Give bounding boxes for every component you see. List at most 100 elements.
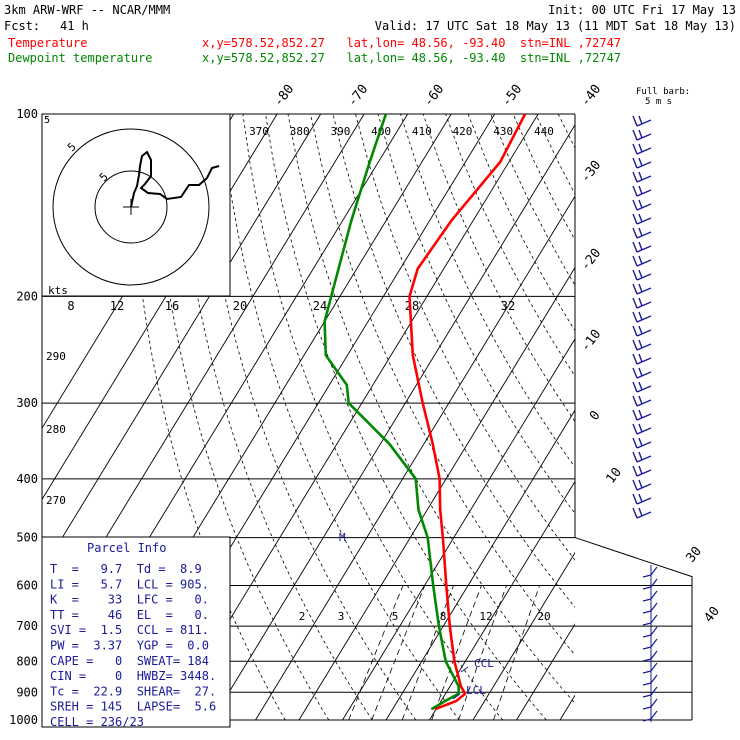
hodograph-kts-label: kts	[48, 284, 68, 297]
pressure-tick-label: 400	[16, 472, 38, 486]
mixing-ratio-tick-label: 12	[479, 610, 492, 623]
mixing-ratio-tick-label: 20	[537, 610, 550, 623]
wind-barb-flag	[638, 325, 643, 335]
wind-barb-flag	[638, 213, 643, 223]
wind-barbs	[632, 115, 658, 722]
theta-tick-label: 410	[412, 125, 432, 138]
wind-barb-flag	[638, 353, 643, 363]
isotherm-line	[255, 195, 575, 720]
wind-barb-flag	[632, 297, 638, 309]
dry-adiabat-line	[287, 114, 575, 704]
hodograph-frame	[41, 113, 231, 297]
wind-barb-shaft	[650, 578, 658, 588]
wind-barb-shaft	[636, 231, 652, 239]
wind-barb-flag	[632, 283, 638, 295]
dry-adiabat-line	[152, 114, 330, 720]
wind-barb-shaft	[636, 497, 652, 505]
parcel-info-row: K = 33 LFC = 0.	[50, 593, 209, 607]
isobars: 100 200 300 400 500 600 700 800 900 1000	[9, 107, 693, 727]
wind-barb-shaft	[636, 133, 652, 141]
pressure-tick-label: 300	[16, 396, 38, 410]
wind-barb-flag	[638, 241, 643, 251]
wind-barb-shaft	[636, 245, 652, 253]
hodograph-speed-tick-label: 24	[313, 299, 327, 313]
wind-barb-flag	[638, 339, 643, 349]
wind-barb-flag	[632, 493, 638, 505]
hodograph: 5 5 5 kts	[41, 113, 231, 297]
wind-barb-shaft	[636, 175, 652, 183]
theta-tick-label: 440	[534, 125, 554, 138]
wind-barb-shaft	[636, 441, 652, 449]
wind-barb-shaft	[636, 217, 652, 225]
wind-barb-shaft	[636, 413, 652, 421]
wind-barb-flag	[638, 185, 643, 195]
wind-barb-flag	[632, 311, 638, 323]
wind-barb-flag	[642, 574, 652, 578]
wind-barb-flag	[638, 409, 643, 419]
wind-barb-flag	[632, 325, 638, 337]
wind-barb-flag	[638, 493, 643, 503]
dry-adiabat-line	[220, 114, 460, 720]
wind-barb-flag	[638, 171, 643, 181]
wind-barb-shaft	[650, 686, 658, 696]
parcel-info-title: Parcel Info	[87, 541, 166, 555]
wind-legend-value: 5 m s	[645, 97, 672, 107]
wind-barb-flag	[638, 157, 643, 167]
pressure-tick-label: 1000	[9, 713, 38, 727]
dry-adiabat-line	[377, 114, 575, 515]
wind-barb-flag	[632, 381, 638, 393]
wind-barb-shaft	[636, 483, 652, 491]
wind-barb-shaft	[636, 357, 652, 365]
level-annotation: LCL	[466, 684, 486, 697]
wind-barb-flag	[632, 171, 638, 183]
mixing-ratio-tick-label: 5	[392, 610, 399, 623]
wind-barb-flag	[642, 586, 652, 590]
parcel-info-row: Tc = 22.9 SHEAR= 27.	[50, 684, 216, 698]
temperature-trace	[408, 114, 527, 711]
isotherm-line	[429, 480, 575, 720]
wind-barb-flag	[638, 507, 643, 517]
parcel-info-row: CAPE = 0 SWEAT= 184	[50, 654, 209, 668]
wind-barb-flag	[638, 227, 643, 237]
wind-barb-flag	[638, 451, 643, 461]
wind-barb-shaft	[650, 650, 658, 660]
wind-barb-shaft	[650, 662, 658, 672]
hodograph-speed-tick-label: 28	[405, 299, 419, 313]
wind-barb-flag	[632, 353, 638, 365]
theta-tick-label: 370	[249, 125, 269, 138]
dry-adiabat-line	[242, 114, 504, 720]
annotation-pointer	[452, 666, 469, 700]
wind-barb-shaft	[650, 698, 658, 708]
wind-barb-shaft	[650, 566, 658, 576]
isotherm-line	[385, 409, 575, 720]
wind-barb-flag	[638, 381, 643, 391]
wind-barb-flag	[642, 706, 652, 710]
wind-barb-flag	[638, 465, 643, 475]
parcel-info-row: PW = 3.37 YGP = 0.0	[50, 639, 209, 653]
wind-barb-shaft	[636, 273, 652, 281]
wind-barb-flag	[632, 395, 638, 407]
level-annotation: M	[339, 531, 346, 544]
wind-barb-flag	[632, 157, 638, 169]
parcel-info-row: LI = 5.7 LCL = 905.	[50, 577, 209, 591]
wind-barb-flag	[632, 241, 638, 253]
wind-barb-shaft	[636, 511, 652, 519]
wind-barb-flag	[632, 437, 638, 449]
parcel-info-box	[41, 536, 231, 728]
wind-barb-flag	[638, 297, 643, 307]
hodograph-speed-tick-label: 12	[110, 299, 124, 313]
valid-time: Valid: 17 UTC Sat 18 May 13 (11 MDT Sat …	[375, 19, 736, 33]
theta-tick-label: 380	[290, 125, 310, 138]
isotherm-line	[298, 266, 575, 720]
dry-adiabat-line	[265, 114, 547, 720]
hodograph-speed-tick-label: 20	[233, 299, 247, 313]
parcel-info-row: SVI = 1.5 CCL = 811.	[50, 623, 209, 637]
wind-barb-flag	[638, 199, 643, 209]
isotherm-line	[211, 124, 575, 720]
fcst-value: 41 h	[60, 19, 89, 33]
pressure-tick-label: 600	[16, 579, 38, 593]
wind-barb-flag	[638, 255, 643, 265]
wind-barb-flag	[642, 670, 652, 674]
fcst-label: Fcst:	[4, 19, 40, 33]
wind-barb-shaft	[650, 710, 658, 720]
